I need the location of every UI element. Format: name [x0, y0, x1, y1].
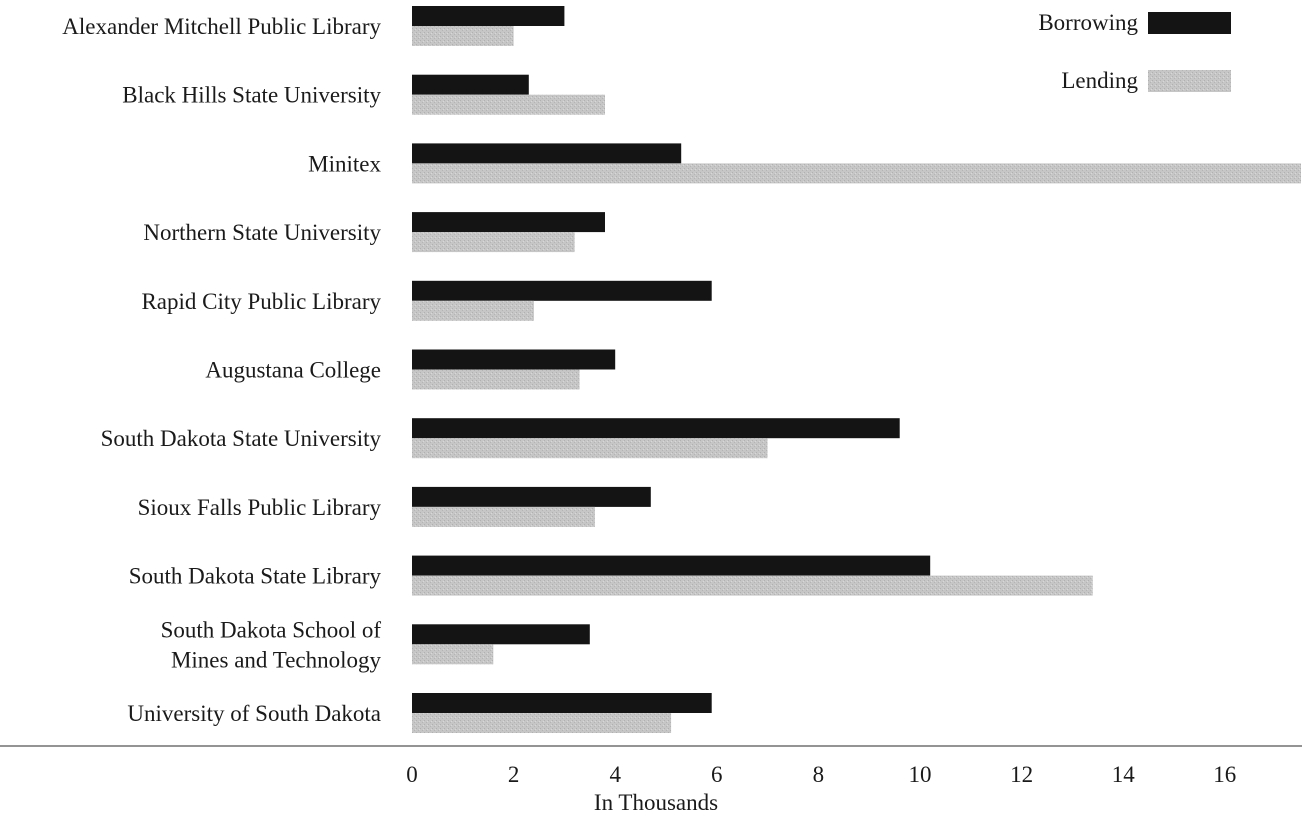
bar-borrowing [412, 6, 565, 26]
bar-borrowing [412, 693, 712, 713]
bar-borrowing [412, 280, 712, 301]
x-axis-title: In Thousands [594, 790, 718, 815]
legend-swatch-lending [1148, 70, 1231, 92]
bar-lending [412, 575, 1093, 596]
category-label: Rapid City Public Library [141, 289, 381, 314]
category-label: Mines and Technology [171, 647, 382, 672]
x-tick-label: 16 [1213, 762, 1236, 787]
bar-lending [412, 94, 605, 115]
bar-borrowing [412, 143, 682, 164]
bar-lending [412, 26, 514, 46]
bar-borrowing [412, 349, 616, 370]
bar-borrowing [412, 418, 900, 439]
bar-borrowing [412, 624, 590, 645]
bar-lending [412, 300, 534, 321]
bar-lending [412, 644, 494, 665]
legend-label-lending: Lending [1061, 68, 1138, 93]
bar-lending [412, 506, 595, 527]
x-tick-label: 12 [1010, 762, 1033, 787]
legend: Borrowing Lending [1038, 10, 1231, 93]
x-tick-label: 6 [711, 762, 723, 787]
category-label: Sioux Falls Public Library [138, 495, 382, 520]
bar-lending [412, 232, 575, 253]
bar-borrowing [412, 212, 605, 233]
category-label: University of South Dakota [127, 701, 381, 726]
category-label: Northern State University [143, 220, 381, 245]
bar-lending [412, 163, 1301, 184]
x-tick-label: 10 [909, 762, 932, 787]
x-tick-label: 8 [813, 762, 825, 787]
category-label: Minitex [308, 151, 381, 176]
category-label: South Dakota State Library [129, 564, 382, 589]
legend-label-borrowing: Borrowing [1038, 10, 1138, 35]
category-label: Augustana College [205, 358, 381, 383]
x-tick-label: 2 [508, 762, 520, 787]
bar-borrowing [412, 486, 651, 507]
bar-borrowing [412, 74, 529, 95]
x-tick-label: 4 [609, 762, 621, 787]
bar-lending [412, 438, 768, 459]
category-label: South Dakota State University [101, 426, 382, 451]
x-tick-label: 14 [1112, 762, 1136, 787]
x-tick-label: 0 [406, 762, 418, 787]
bar-lending [412, 369, 580, 390]
bars-group [412, 6, 1301, 733]
bar-borrowing [412, 555, 931, 576]
category-label: Black Hills State University [122, 83, 381, 108]
category-labels: Alexander Mitchell Public Library Black H… [62, 14, 381, 726]
category-label: South Dakota School of [161, 617, 382, 642]
category-label: Alexander Mitchell Public Library [62, 14, 381, 39]
x-axis: 0 2 4 6 8 10 12 14 16 In Thousands [0, 745, 1302, 815]
bar-lending [412, 713, 672, 733]
legend-swatch-borrowing [1148, 12, 1231, 34]
